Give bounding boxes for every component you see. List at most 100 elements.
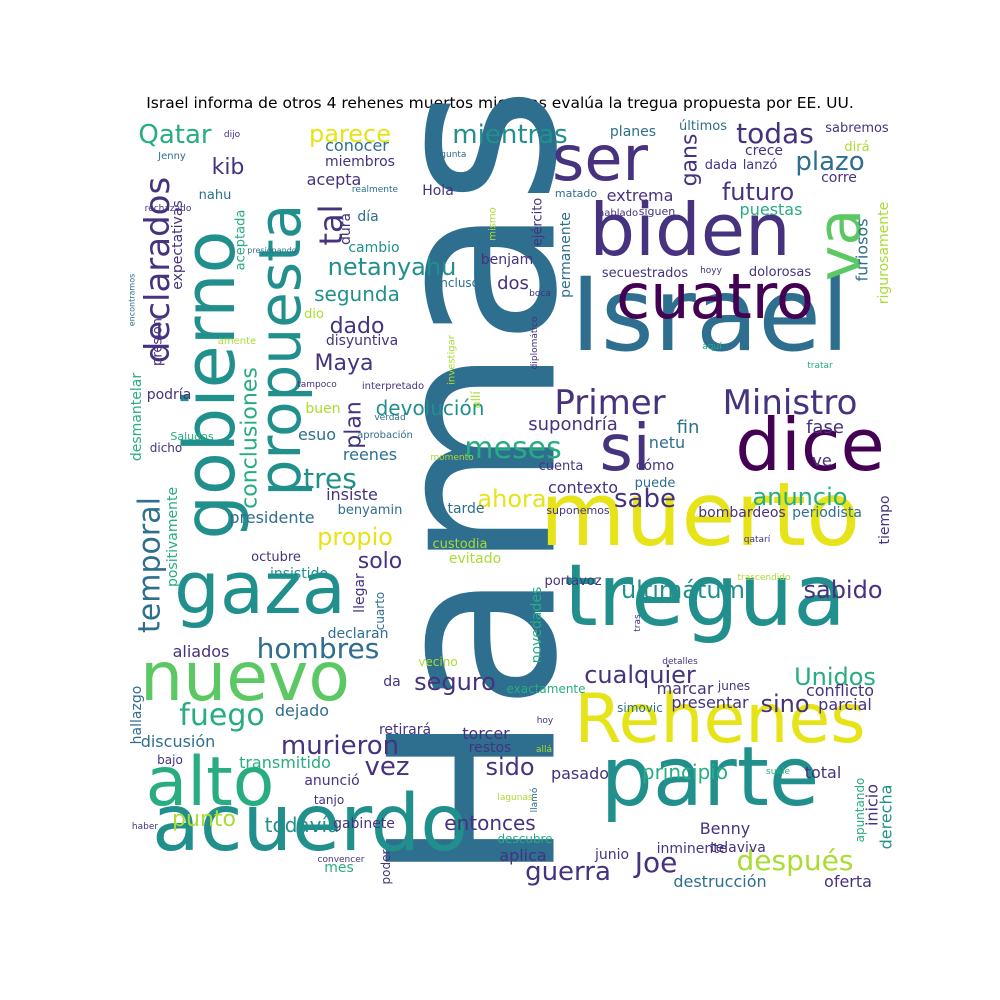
word-147: insistido [270,566,328,582]
word-107: corre [821,170,857,186]
word-164: marcar [657,679,714,698]
word-3: tregua [564,546,846,646]
word-14: propuesta [246,204,314,497]
word-109: lanzó [743,158,778,173]
word-80: reenes [343,445,397,464]
word-115: planes [610,124,656,140]
word-149: cuarto [373,592,387,631]
word-93: tratar [807,361,833,371]
word-123: conocer [325,136,389,155]
word-144: dicho [150,441,183,455]
word-184: apuntando [853,778,867,843]
word-196: mes [324,860,354,876]
word-151: portavoz [544,574,601,589]
word-105: rigurosamente [876,202,892,305]
word-23: netanyahu [328,253,457,281]
word-33: meses [464,431,561,466]
word-194: haber [132,822,158,832]
word-18: Primer [554,383,665,423]
word-161: exactamente [506,682,585,696]
word-126: dura [338,213,354,245]
word-40: hombres [257,632,380,665]
word-5: acuerdo [152,779,468,869]
word-72: periodista [792,505,862,521]
word-146: octubre [251,550,301,565]
word-41: ultimátum [621,576,745,604]
word-168: dejado [275,701,329,720]
word-46: fuego [179,698,264,733]
word-39: solo [358,549,403,574]
word-124: miembros [325,154,395,170]
word-29: parece [309,120,391,148]
word-15: gaza [174,546,346,630]
word-190: junio [594,847,629,863]
word-138: encontramos [128,274,137,327]
word-48: vez [364,752,409,782]
word-24: mientras [452,120,567,150]
word-37: tres [303,462,357,495]
word-192: descubre [497,832,552,846]
word-47: murieron [281,731,399,761]
word-176: anunció [304,773,359,789]
word-42: sabido [803,576,882,604]
word-66: fin [677,417,700,438]
word-94: diplomático [530,316,540,369]
word-171: torcer [462,724,510,743]
word-6: Rehenes [574,680,865,759]
word-32: kib [212,155,245,180]
word-102: dolorosas [749,265,812,280]
word-73: tiempo [877,495,893,544]
word-127: día [357,209,378,225]
word-28: gans [678,134,703,187]
word-198: destrucción [673,872,766,891]
word-193: gabinete [333,816,395,832]
word-9: ser [552,122,648,195]
word-99: ejército [531,198,546,247]
word-200: suponemos [546,504,610,517]
word-174: allá [536,745,552,755]
word-122: mismo [488,207,499,241]
word-165: conflicto [806,681,874,700]
word-76: tarde [447,501,484,517]
wordcloud-title: Israel informa de otros 4 rehenes muerto… [146,94,854,112]
word-38: propio [317,523,393,551]
word-182: suele [766,767,790,777]
word-1: Israel [571,256,850,375]
word-44: cualquier [584,661,696,689]
word-108: crece [745,143,783,159]
word-188: telaviva [710,840,766,856]
word-89: tampoco [297,380,337,390]
word-52: después [737,844,854,877]
word-35: anuncio [753,483,848,511]
word-136: Jenny [157,151,186,162]
word-51: principio [642,760,728,784]
word-112: matado [555,187,597,200]
word-157: aliados [173,642,230,661]
word-169: retirará [379,722,431,738]
word-153: qatarí [744,535,771,545]
word-62: plan [342,401,367,449]
word-100: permanente [558,212,574,298]
word-158: hallazgo [129,686,145,745]
word-121: pregunta [426,150,467,160]
word-152: trascendido [737,573,791,583]
word-111: extrema [607,186,674,205]
word-16: nuevo [140,638,350,717]
word-45: seguro [414,668,496,696]
word-133: expectativas [170,200,186,289]
word-92: aquí [702,342,722,352]
word-143: Saludos [170,430,213,443]
word-87: buen [305,401,340,417]
word-159: da [383,674,400,690]
word-79: insiste [326,485,378,504]
word-12: si [599,412,650,486]
word-70: puede [635,476,676,491]
word-101: secuestrados [602,266,689,281]
word-96: incluso [437,276,479,290]
word-160: vecino [418,655,457,669]
word-114: siguen [639,205,676,218]
word-8: cuatro [616,260,814,333]
word-50: sino [760,690,809,718]
word-129: dio [304,307,324,322]
